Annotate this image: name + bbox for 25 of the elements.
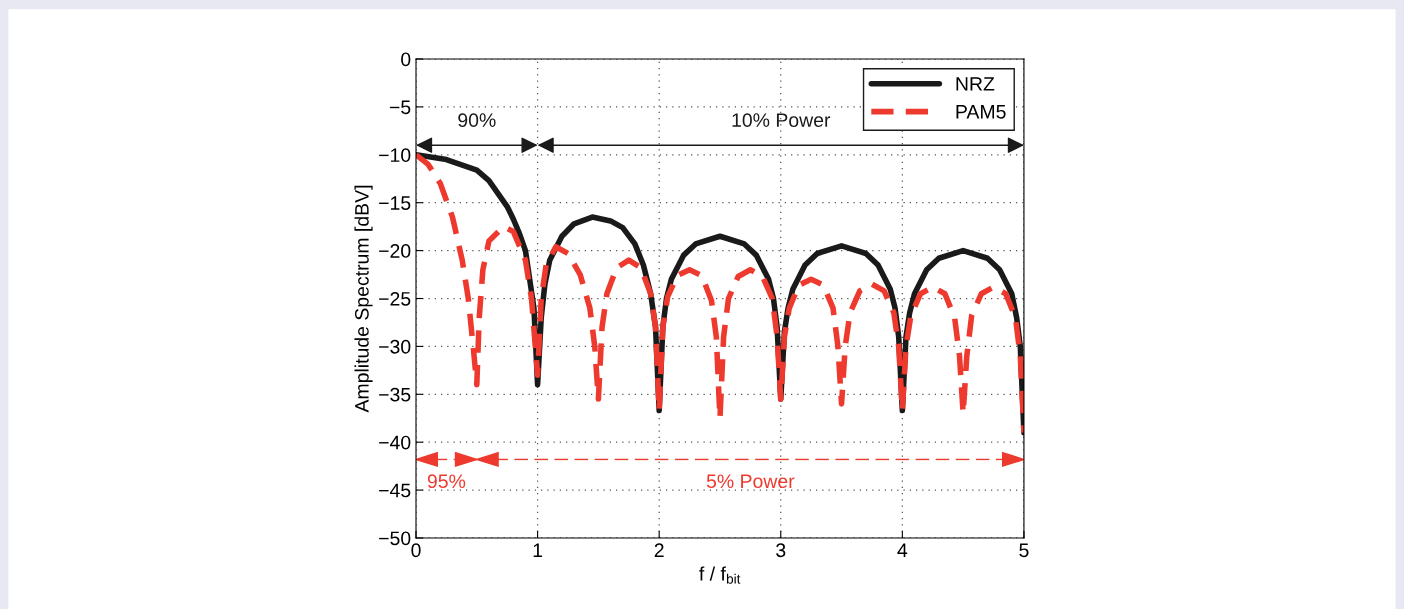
legend-label: PAM5 bbox=[956, 105, 1006, 119]
y-tick-label: −10 bbox=[379, 148, 411, 163]
x-tick-label: 1 bbox=[533, 543, 543, 557]
y-tick-label: −30 bbox=[379, 339, 411, 354]
x-tick-label: 3 bbox=[776, 543, 786, 558]
x-axis-title: f / f$_{bit}$ bbox=[699, 566, 741, 584]
y-tick-label: −40 bbox=[379, 435, 411, 450]
annotation: 90% bbox=[458, 113, 496, 128]
y-tick-label: −5 bbox=[389, 100, 411, 115]
x-tick-label: 4 bbox=[897, 543, 908, 557]
annotation: 5% Power bbox=[706, 474, 795, 489]
x-tick-label: 5 bbox=[1019, 543, 1029, 558]
y-tick-label: −35 bbox=[379, 387, 411, 402]
x-tick-label: 2 bbox=[654, 543, 664, 557]
legend-label: NRZ bbox=[956, 77, 995, 91]
annotation: 10% Power bbox=[732, 113, 831, 128]
y-tick-label: −20 bbox=[379, 244, 411, 258]
y-tick-label: −50 bbox=[379, 531, 411, 546]
y-tick-label: −25 bbox=[379, 291, 411, 306]
x-tick-label: 0 bbox=[411, 543, 421, 558]
y-tick-label: 0 bbox=[401, 52, 411, 67]
y-tick-label: −15 bbox=[379, 196, 411, 210]
y-tick-label: −45 bbox=[379, 483, 411, 498]
annotation: 95% bbox=[427, 474, 466, 489]
y-axis-title: Amplitude Spectrum [dBV] bbox=[354, 185, 373, 413]
